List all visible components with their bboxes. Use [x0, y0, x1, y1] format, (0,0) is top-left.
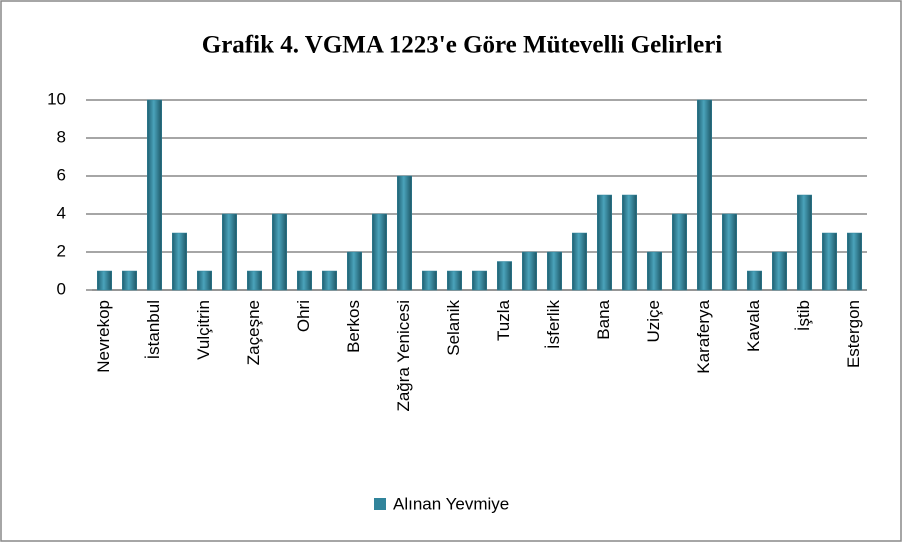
x-tick-label: İstanbul	[144, 300, 163, 360]
bar	[672, 213, 687, 291]
x-tick-label: İsferlik	[544, 300, 563, 350]
bar	[397, 175, 412, 291]
bar	[297, 270, 312, 291]
x-tick-label: İştib	[794, 300, 813, 331]
bar	[347, 251, 362, 291]
x-tick-label: Selanik	[444, 300, 463, 356]
bar	[222, 213, 237, 291]
x-tick-label: Uziçe	[644, 300, 663, 343]
x-tick-label: Bana	[594, 299, 613, 339]
bar	[97, 270, 112, 291]
x-tick-label: Berkos	[344, 300, 363, 353]
bar	[622, 194, 637, 291]
bar	[847, 232, 862, 291]
y-tick-label: 6	[57, 165, 66, 184]
bar	[472, 270, 487, 291]
bar	[797, 194, 812, 291]
legend-swatch	[374, 498, 386, 510]
x-tick-label: Tuzla	[494, 299, 513, 340]
bar	[447, 270, 462, 291]
bar	[322, 270, 337, 291]
x-tick-label: Zağra Yenicesi	[394, 300, 413, 412]
chart-title: Grafik 4. VGMA 1223'e Göre Mütevelli Gel…	[202, 32, 723, 59]
bar	[372, 213, 387, 291]
x-tick-label: Nevrekop	[94, 300, 113, 373]
bar	[422, 270, 437, 291]
x-tick-label: Kavala	[744, 299, 763, 352]
x-tick-label: Karaferya	[694, 299, 713, 373]
x-tick-label: Estergon	[844, 300, 863, 368]
bar	[697, 99, 712, 291]
bar	[722, 213, 737, 291]
bar	[572, 232, 587, 291]
legend-label: Alınan Yevmiye	[393, 494, 509, 513]
y-tick-label: 2	[57, 241, 66, 260]
y-tick-label: 10	[47, 89, 66, 108]
x-tick-label: Ohri	[294, 300, 313, 332]
bar	[647, 251, 662, 291]
y-tick-label: 8	[57, 127, 66, 146]
bar	[822, 232, 837, 291]
bar	[547, 251, 562, 291]
bar	[272, 213, 287, 291]
bar	[122, 270, 137, 291]
bar	[747, 270, 762, 291]
bar	[172, 232, 187, 291]
bar	[497, 261, 512, 291]
bar	[197, 270, 212, 291]
bar	[247, 270, 262, 291]
bar	[597, 194, 612, 291]
y-tick-label: 4	[57, 203, 66, 222]
x-tick-label: Vulçitrin	[194, 300, 213, 360]
y-tick-label: 0	[57, 279, 66, 298]
x-tick-label: Zaçeşne	[244, 300, 263, 365]
bar	[147, 99, 162, 291]
bar	[522, 251, 537, 291]
bar	[772, 251, 787, 291]
